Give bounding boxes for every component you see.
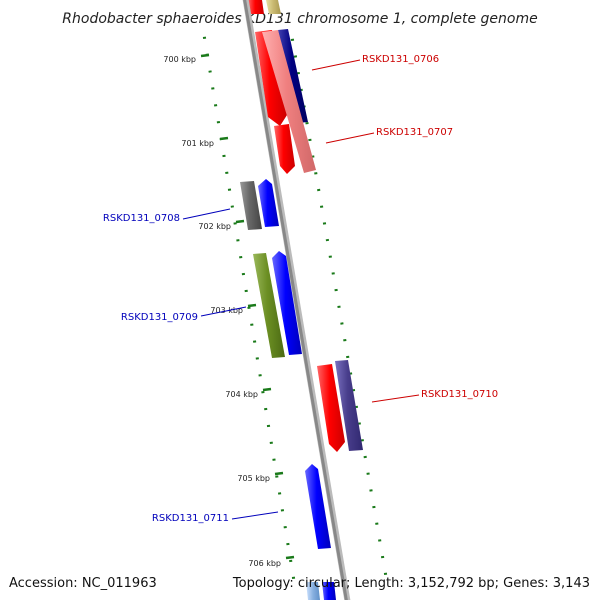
tick-label-701kbp: 701 kbp: [181, 139, 214, 148]
partial-feature-top: [248, 0, 281, 14]
gene-arrow-0710[interactable]: [317, 364, 345, 452]
gene-label-0710[interactable]: RSKD131_0710: [421, 389, 498, 400]
gene-arrow-0707[interactable]: [262, 30, 316, 173]
gene-label-0706[interactable]: RSKD131_0706: [362, 54, 439, 65]
tick-701kbp: 701 kbp: [181, 136, 229, 148]
tick-label-706kbp: 706 kbp: [248, 559, 281, 568]
cog-bar-0710: [335, 360, 363, 451]
cog-bar-0706: [278, 29, 308, 123]
gene-label-0707[interactable]: RSKD131_0707: [376, 127, 453, 138]
gene-label-group-0709[interactable]: RSKD131_0709: [121, 306, 247, 323]
tick-label-702kbp: 702 kbp: [198, 222, 231, 231]
tick-704kbp: 704 kbp: [225, 387, 272, 399]
gene-label-group-0707[interactable]: RSKD131_0707: [325, 127, 453, 144]
cog-bar-0709: [253, 253, 285, 358]
gene-label-group-0711[interactable]: RSKD131_0711: [152, 511, 279, 524]
tick-706kbp: 706 kbp: [248, 555, 295, 568]
gene-arrow-0711[interactable]: [305, 464, 331, 549]
tick-track-inner: [202, 36, 296, 579]
accession-text: Accession: NC_011963: [9, 576, 157, 591]
gene-labels: RSKD131_0706 RSKD131_0707 RSKD131_0708 R…: [103, 54, 498, 524]
tick-label-704kbp: 704 kbp: [225, 390, 258, 399]
tick-702kbp: 702 kbp: [198, 219, 245, 231]
gene-arrows: [255, 30, 345, 549]
tick-label-705kbp: 705 kbp: [237, 474, 270, 483]
tick-705kbp: 705 kbp: [237, 471, 284, 483]
genome-summary-text: Topology: circular; Length: 3,152,792 bp…: [232, 576, 590, 591]
minor-tick-outer: [325, 238, 330, 242]
gene-label-0708[interactable]: RSKD131_0708: [103, 213, 180, 224]
gene-arrow-0706[interactable]: [255, 30, 287, 126]
backbone: [242, 0, 351, 600]
cog-bar-0708: [240, 181, 262, 230]
minor-tick-inner: [208, 70, 212, 73]
gene-arrow-0709[interactable]: [272, 251, 302, 355]
gene-arrow-0708[interactable]: [258, 179, 279, 227]
gene-label-0711[interactable]: RSKD131_0711: [152, 513, 229, 524]
gene-label-0709[interactable]: RSKD131_0709: [121, 312, 198, 323]
cog-track: [240, 29, 363, 451]
tick-label-700kbp: 700 kbp: [163, 55, 196, 64]
gene-label-group-0710[interactable]: RSKD131_0710: [371, 389, 498, 403]
gene-arrow-0706b[interactable]: [274, 124, 295, 174]
partial-feature-bottom: [306, 582, 336, 600]
minor-tick-inner: [230, 205, 234, 208]
tick-700kbp: 700 kbp: [163, 53, 210, 64]
gene-label-group-0708[interactable]: RSKD131_0708: [103, 208, 231, 224]
gene-label-group-0706[interactable]: RSKD131_0706: [311, 54, 439, 71]
map-title: Rhodobacter sphaeroides KD131 chromosome…: [62, 11, 537, 27]
